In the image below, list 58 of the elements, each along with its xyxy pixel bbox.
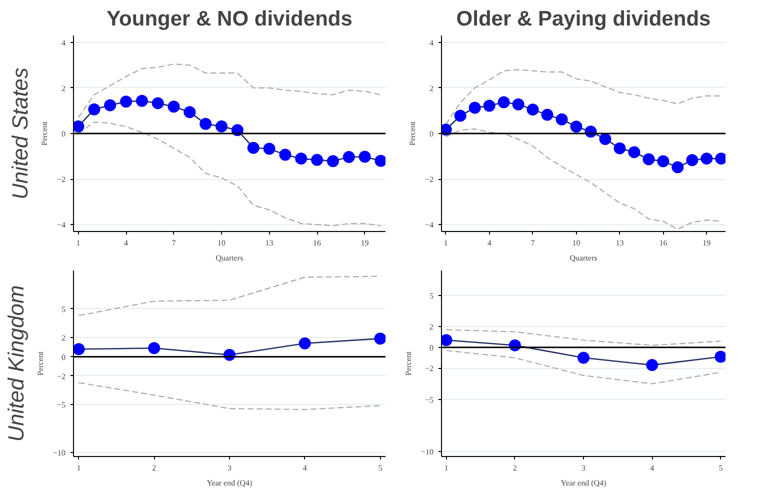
y-tick-label: 0 xyxy=(430,343,434,352)
x-tick-label: 19 xyxy=(360,238,369,248)
y-tick-label: 2 xyxy=(430,84,434,93)
y-tick-label: −2 xyxy=(424,364,434,374)
y-tick-label: −2 xyxy=(424,175,434,184)
y-tick-label: −10 xyxy=(420,447,434,456)
y-axis-title: Percent xyxy=(404,350,413,376)
x-tick-label: 2 xyxy=(512,464,517,472)
x-tick-label: 2 xyxy=(152,464,156,472)
chart-title: Older & Paying dividends xyxy=(456,8,711,30)
x-axis-title: Year end (Q4) xyxy=(206,478,253,488)
y-axis-title: Percent xyxy=(36,350,45,376)
x-tick-label: 10 xyxy=(572,238,580,248)
x-tick-label: 3 xyxy=(582,464,586,472)
x-tick-label: 13 xyxy=(265,238,274,248)
y-tick-label: 4 xyxy=(430,38,434,48)
x-tick-label: 4 xyxy=(124,238,128,248)
y-tick-label: 0 xyxy=(62,352,66,362)
y-tick-label: −5 xyxy=(56,400,66,410)
y-tick-label: −2 xyxy=(56,372,66,381)
y-tick-label: 5 xyxy=(62,304,66,314)
y-tick-label: 0 xyxy=(62,130,66,138)
x-tick-label: 16 xyxy=(659,238,668,248)
chart-title: Younger & NO dividends xyxy=(106,8,352,30)
y-axis-title: Percent xyxy=(408,120,417,146)
x-tick-label: 1 xyxy=(444,464,448,472)
y-tick-label: 5 xyxy=(430,291,434,300)
text: United States xyxy=(8,67,32,200)
x-axis-title: Quarters xyxy=(216,254,244,262)
x-tick-label: 7 xyxy=(530,238,535,248)
x-tick-label: 10 xyxy=(218,238,226,248)
x-tick-label: 4 xyxy=(487,238,492,248)
y-tick-label: −2 xyxy=(56,175,66,184)
x-tick-label: 3 xyxy=(228,464,232,472)
x-tick-label: 5 xyxy=(718,464,723,472)
y-tick-label: −5 xyxy=(424,395,434,404)
y-tick-label: 2 xyxy=(62,84,66,93)
x-axis-title: Quarters xyxy=(570,254,598,262)
y-tick-label: 0 xyxy=(430,130,434,138)
x-tick-label: 4 xyxy=(302,464,307,472)
text: United Kingdom xyxy=(4,285,28,442)
x-tick-label: 4 xyxy=(650,464,654,472)
x-tick-label: 5 xyxy=(378,464,382,472)
x-tick-label: 1 xyxy=(76,238,80,248)
x-tick-label: 13 xyxy=(616,238,624,248)
x-tick-label: 1 xyxy=(444,238,448,248)
y-axis-title: Percent xyxy=(40,120,49,146)
x-tick-label: 1 xyxy=(76,464,81,472)
y-tick-label: 2 xyxy=(62,334,66,343)
y-tick-label: −10 xyxy=(52,448,66,458)
y-tick-label: −4 xyxy=(424,220,434,230)
x-tick-label: 19 xyxy=(702,238,711,248)
x-tick-label: 7 xyxy=(172,238,176,248)
x-axis-title: Year end (Q4) xyxy=(560,478,607,488)
y-tick-label: 4 xyxy=(62,38,66,48)
x-tick-label: 16 xyxy=(313,238,322,248)
y-tick-label: 2 xyxy=(430,322,434,332)
y-tick-label: −4 xyxy=(56,220,66,230)
